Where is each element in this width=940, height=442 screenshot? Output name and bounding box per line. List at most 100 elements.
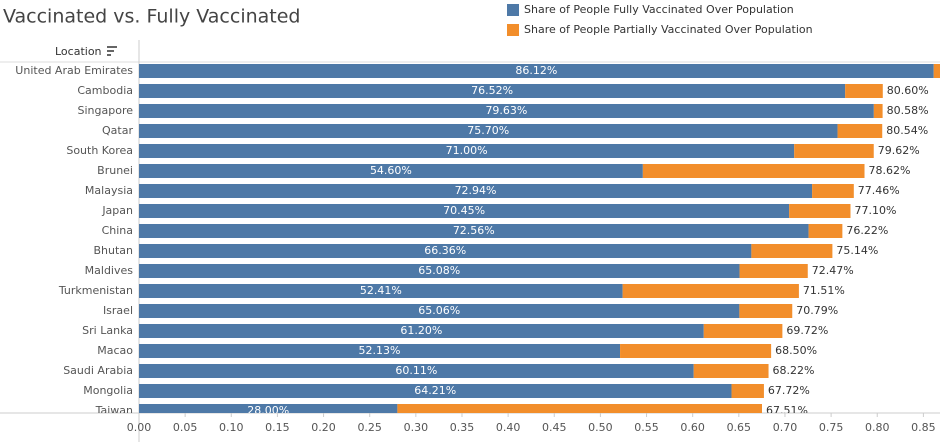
y-tick-label: China xyxy=(102,224,133,237)
x-tick-label: 0.40 xyxy=(496,421,521,434)
x-tick-label: 0.30 xyxy=(404,421,429,434)
bar-segment xyxy=(693,364,769,378)
bar-segment xyxy=(873,104,883,118)
bar-segment xyxy=(139,84,846,98)
bar-segment xyxy=(397,404,762,413)
y-tick-label: Taiwan xyxy=(95,404,133,417)
value-label: 65.06% xyxy=(418,304,460,317)
value-label: 72.94% xyxy=(455,184,497,197)
total-label: 67.72% xyxy=(768,384,810,397)
legend-swatch xyxy=(507,4,519,16)
bar-segment xyxy=(703,324,783,338)
bar-segment xyxy=(620,344,772,358)
y-tick-label: Israel xyxy=(103,304,133,317)
total-label: 78.62% xyxy=(869,164,911,177)
x-tick-label: 0.10 xyxy=(219,421,244,434)
total-label: 76.22% xyxy=(846,224,888,237)
bar-segment xyxy=(751,244,833,258)
bar-segment xyxy=(139,224,809,238)
bar-segment xyxy=(139,124,838,138)
bar-segment xyxy=(139,244,752,258)
total-label: 70.79% xyxy=(796,304,838,317)
total-label: 77.10% xyxy=(854,204,896,217)
x-tick-label: 0.15 xyxy=(265,421,290,434)
x-tick-label: 0.65 xyxy=(727,421,752,434)
total-label: 79.62% xyxy=(878,144,920,157)
x-tick-label: 0.45 xyxy=(542,421,567,434)
bar-segment xyxy=(139,64,934,78)
bar-segment xyxy=(808,224,843,238)
bar-segment xyxy=(139,404,398,413)
bar-segment xyxy=(139,104,874,118)
legend-label: Share of People Fully Vaccinated Over Po… xyxy=(524,3,794,16)
x-tick-label: 0.20 xyxy=(311,421,336,434)
value-label: 65.08% xyxy=(418,264,460,277)
bar-segment xyxy=(139,304,740,318)
total-label: 80.60% xyxy=(887,84,929,97)
x-tick-label: 0.85 xyxy=(911,421,936,434)
bar-segment xyxy=(139,344,621,358)
total-label: 75.14% xyxy=(836,244,878,257)
x-tick-label: 0.55 xyxy=(634,421,659,434)
bar-segment xyxy=(789,204,851,218)
value-label: 72.56% xyxy=(453,224,495,237)
y-tick-label: Brunei xyxy=(97,164,133,177)
y-tick-label: Singapore xyxy=(78,104,134,117)
value-label: 66.36% xyxy=(424,244,466,257)
bar-segment xyxy=(139,204,790,218)
x-tick-label: 0.80 xyxy=(865,421,890,434)
value-label: 86.12% xyxy=(515,64,557,77)
bar-segment xyxy=(139,184,813,198)
bar-segment xyxy=(139,144,795,158)
value-label: 79.63% xyxy=(485,104,527,117)
value-label: 70.45% xyxy=(443,204,485,217)
bar-segment xyxy=(933,64,940,78)
y-tick-label: United Arab Emirates xyxy=(15,64,133,77)
y-tick-label: Saudi Arabia xyxy=(63,364,133,377)
bar-segment xyxy=(642,164,865,178)
total-label: 72.47% xyxy=(812,264,854,277)
x-tick-label: 0.00 xyxy=(127,421,152,434)
value-label: 52.13% xyxy=(359,344,401,357)
y-tick-label: Sri Lanka xyxy=(82,324,133,337)
legend-swatch xyxy=(507,24,519,36)
y-tick-label: Macao xyxy=(97,344,133,357)
value-label: 61.20% xyxy=(400,324,442,337)
value-label: 60.11% xyxy=(395,364,437,377)
y-axis-title: Location xyxy=(55,45,102,58)
total-label: 71.51% xyxy=(803,284,845,297)
bar-segment xyxy=(837,124,883,138)
value-label: 75.70% xyxy=(467,124,509,137)
bar-segment xyxy=(739,264,808,278)
y-tick-label: Malaysia xyxy=(85,184,133,197)
bar-segment xyxy=(139,264,740,278)
value-label: 28.00% xyxy=(247,404,289,417)
x-tick-label: 0.50 xyxy=(588,421,613,434)
value-label: 64.21% xyxy=(414,384,456,397)
x-tick-label: 0.75 xyxy=(819,421,844,434)
total-label: 68.50% xyxy=(775,344,817,357)
bar-segment xyxy=(139,164,643,178)
y-tick-label: Cambodia xyxy=(77,84,133,97)
y-tick-label: Japan xyxy=(101,204,133,217)
total-label: 67.51% xyxy=(766,404,808,417)
rows: United Arab Emirates 86.12% Cambodia 76.52%… xyxy=(15,64,940,417)
x-tick-label: 0.60 xyxy=(680,421,705,434)
bar-segment xyxy=(739,304,793,318)
value-label: 54.60% xyxy=(370,164,412,177)
bar-segment xyxy=(812,184,854,198)
total-label: 80.58% xyxy=(887,104,929,117)
bar-segment xyxy=(845,84,883,98)
bar-segment xyxy=(139,364,694,378)
bar-segment xyxy=(139,284,623,298)
legend-label: Share of People Partially Vaccinated Ove… xyxy=(524,23,813,36)
bar-segment xyxy=(139,324,704,338)
y-tick-label: Bhutan xyxy=(93,244,133,257)
bar-segment xyxy=(731,384,764,398)
y-tick-label: Mongolia xyxy=(83,384,133,397)
sort-icon[interactable] xyxy=(107,46,117,56)
chart-title: Vaccinated vs. Fully Vaccinated xyxy=(3,6,300,28)
value-label: 52.41% xyxy=(360,284,402,297)
y-tick-label: South Korea xyxy=(66,144,133,157)
